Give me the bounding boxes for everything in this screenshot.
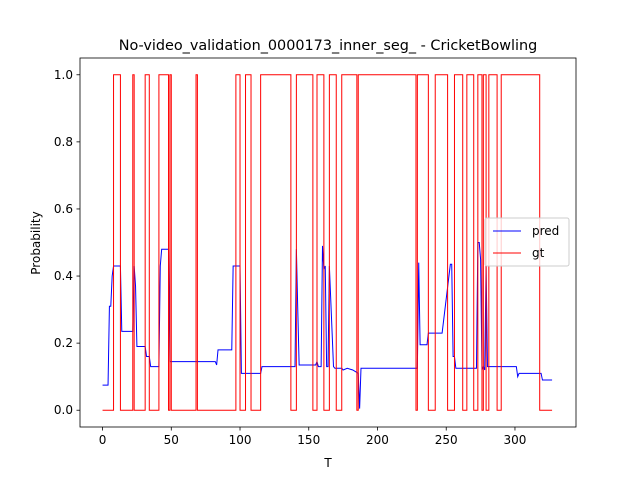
y-tick-label: 0.8	[54, 135, 73, 149]
x-tick-label: 250	[435, 433, 458, 447]
x-tick-label: 50	[164, 433, 179, 447]
y-axis-label: Probability	[29, 211, 43, 274]
x-axis-label: T	[323, 456, 332, 470]
y-tick-label: 0.6	[54, 202, 73, 216]
legend-label-gt: gt	[532, 246, 545, 260]
y-tick-label: 0.2	[54, 336, 73, 350]
x-tick-label: 0	[99, 433, 107, 447]
x-tick-label: 150	[297, 433, 320, 447]
legend-box	[484, 217, 570, 267]
plot-area: 0 50 100 150 200 250 300 0.0 0.2 0.4 0.6 0.8 1.0	[54, 57, 577, 447]
axes-frame	[79, 57, 577, 428]
x-tick-label: 300	[504, 433, 527, 447]
x-tick-label: 200	[366, 433, 389, 447]
chart-title: No-video_validation_0000173_inner_seg_ -…	[119, 38, 538, 54]
y-tick-label: 1.0	[54, 68, 73, 82]
x-tick-label: 100	[229, 433, 252, 447]
legend-label-pred: pred	[532, 224, 559, 238]
legend: pred gt	[484, 217, 570, 267]
y-tick-label: 0.4	[54, 269, 73, 283]
y-tick-label: 0.0	[54, 403, 73, 417]
series-line-gt	[102, 74, 553, 411]
